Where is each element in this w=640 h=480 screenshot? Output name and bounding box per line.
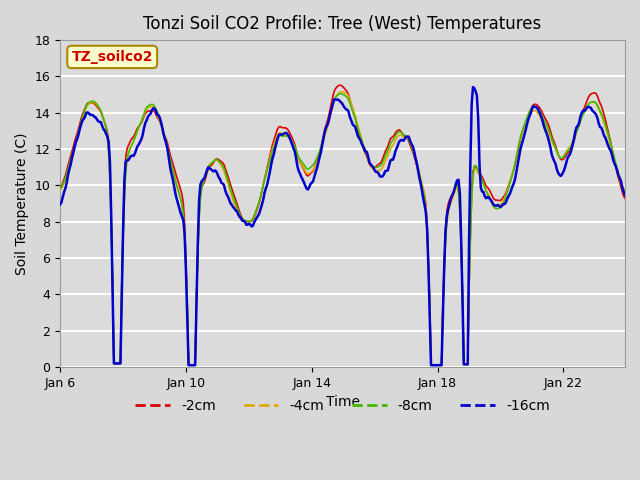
Bar [60,40,625,76]
Y-axis label: Soil Temperature (C): Soil Temperature (C) [15,132,29,275]
Legend: -2cm, -4cm, -8cm, -16cm: -2cm, -4cm, -8cm, -16cm [130,394,556,419]
X-axis label: Time: Time [326,396,360,409]
Bar [60,258,625,294]
Bar [60,185,625,222]
Bar [60,113,625,149]
Title: Tonzi Soil CO2 Profile: Tree (West) Temperatures: Tonzi Soil CO2 Profile: Tree (West) Temp… [143,15,541,33]
Bar [60,294,625,331]
Text: TZ_soilco2: TZ_soilco2 [72,50,153,64]
Bar [60,331,625,367]
Bar [60,222,625,258]
Bar [60,76,625,113]
Bar [60,149,625,185]
